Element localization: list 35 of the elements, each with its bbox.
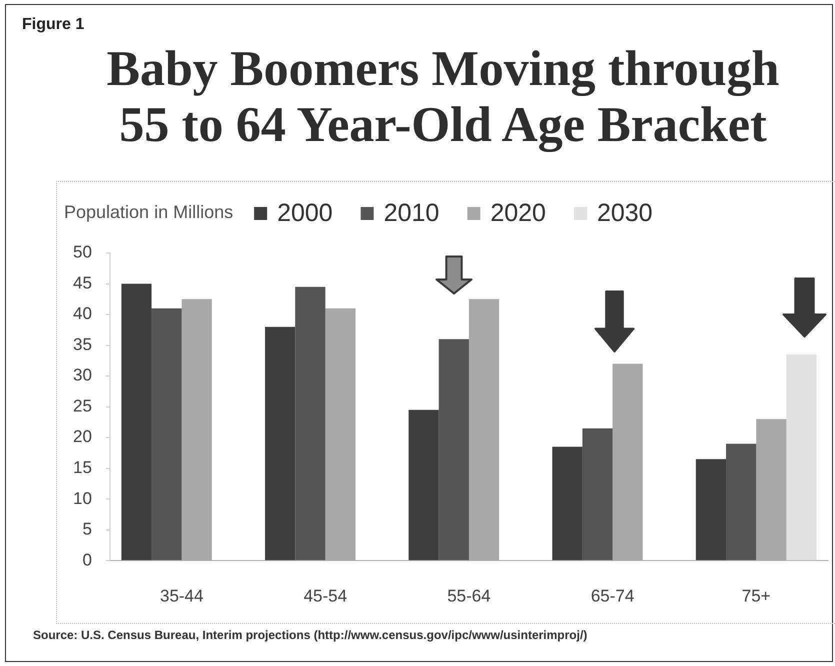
y-tick-label: 25 bbox=[72, 396, 92, 416]
chart-title: Baby Boomers Moving through 55 to 64 Year-Old Age Bracket bbox=[106, 40, 780, 152]
bar bbox=[152, 308, 182, 560]
bar bbox=[582, 428, 613, 560]
caption: Figure 1 bbox=[22, 16, 84, 34]
bar bbox=[726, 444, 756, 560]
y-tick-label: 45 bbox=[72, 273, 92, 292]
x-tick-label: 45-54 bbox=[304, 586, 348, 606]
y-tick-label: 35 bbox=[72, 334, 92, 354]
bar bbox=[121, 284, 152, 560]
y-tick-label: 30 bbox=[72, 366, 92, 385]
bar bbox=[552, 446, 582, 560]
bar bbox=[786, 354, 817, 560]
bar bbox=[295, 286, 326, 560]
bar bbox=[408, 410, 439, 560]
y-axis-title: Population in Millions bbox=[64, 202, 234, 222]
bar bbox=[438, 339, 469, 560]
y-tick-label: 50 bbox=[72, 242, 92, 262]
y-tick-label: 40 bbox=[72, 304, 92, 324]
legend-label: 2000 bbox=[277, 198, 333, 227]
source-note: Source: U.S. Census Bureau, Interim projections (http://www.census.gov/ipc/www/usinterimproj/) bbox=[33, 628, 588, 642]
x-tick-label: 75+ bbox=[742, 586, 771, 606]
x-tick-label: 35-44 bbox=[160, 586, 204, 606]
y-tick-label: 10 bbox=[72, 488, 92, 508]
legend-label: 2020 bbox=[490, 198, 546, 227]
x-tick-label: 55-64 bbox=[447, 586, 491, 606]
y-tick-label: 20 bbox=[72, 427, 92, 446]
bar bbox=[265, 326, 296, 560]
y-tick-label: 5 bbox=[82, 520, 92, 539]
y-tick-label: 15 bbox=[72, 458, 92, 478]
legend-label: 2010 bbox=[384, 198, 440, 227]
legend-label: 2030 bbox=[596, 198, 653, 227]
x-tick-label: 65-74 bbox=[590, 586, 634, 606]
bar bbox=[696, 459, 726, 560]
y-tick-label: 0 bbox=[82, 550, 92, 570]
